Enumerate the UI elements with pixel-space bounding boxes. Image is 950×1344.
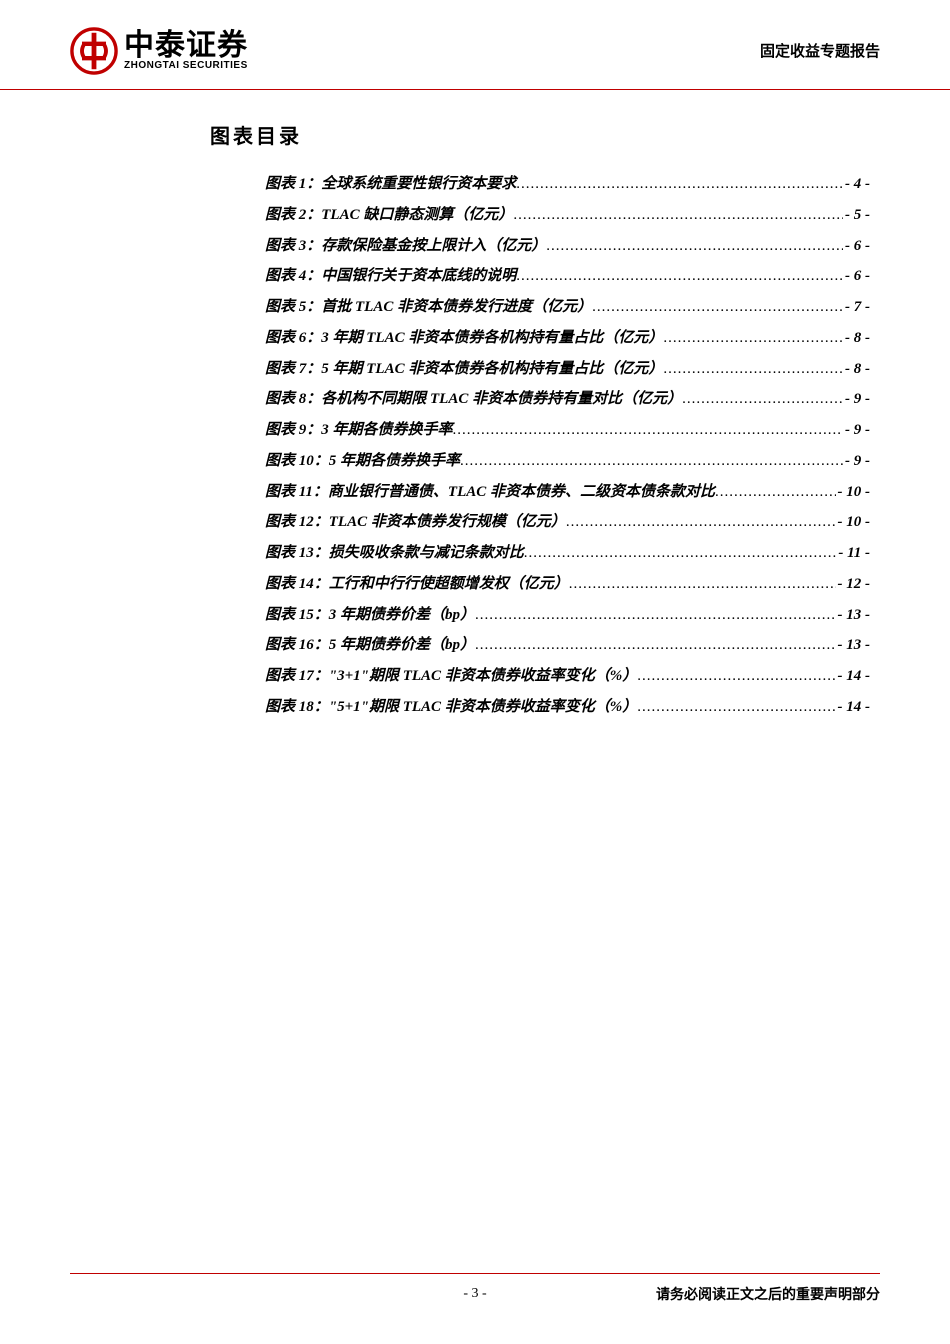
toc-leader-dots [516,261,843,292]
toc-leader-dots [566,507,836,538]
toc-entry-page: - 8 - [843,354,870,385]
toc-entry: 图表 16：5 年期债券价差（bp） - 13 - [265,630,870,661]
logo-block: 中泰证券 ZHONGTAI SECURITIES [70,27,248,75]
toc-leader-dots [524,538,837,569]
toc-entry: 图表 5：首批 TLAC 非资本债券发行进度（亿元） - 7 - [265,292,870,323]
toc-entry: 图表 15：3 年期债券价差（bp） - 13 - [265,600,870,631]
toc-leader-dots [637,692,835,723]
toc-entry-page: - 6 - [843,231,870,262]
toc-title: 图表目录 [210,120,870,149]
toc-leader-dots [715,477,835,508]
toc-entry-page: - 14 - [836,661,871,692]
toc-entry-page: - 5 - [843,200,870,231]
toc-leader-dots [592,292,843,323]
toc-entry: 图表 3：存款保险基金按上限计入（亿元） - 6 - [265,231,870,262]
toc-entry: 图表 13：损失吸收条款与减记条款对比 - 11 - [265,538,870,569]
toc-entry-label: 图表 14：工行和中行行使超额增发权（亿元） [265,569,569,600]
toc-entry-label: 图表 10：5 年期各债券换手率 [265,446,460,477]
toc-entry-label: 图表 18："5+1"期限 TLAC 非资本债券收益率变化（%） [265,692,637,723]
toc-entry-label: 图表 4：中国银行关于资本底线的说明 [265,261,516,292]
toc-entry-page: - 7 - [843,292,870,323]
toc-entry-label: 图表 7：5 年期 TLAC 非资本债券各机构持有量占比（亿元） [265,354,663,385]
toc-entry-page: - 10 - [836,477,871,508]
toc-leader-dots [663,323,843,354]
toc-leader-dots [460,446,843,477]
toc-leader-dots [637,661,835,692]
toc-entry-page: - 11 - [836,538,870,569]
footer-disclaimer: 请务必阅读正文之后的重要声明部分 [656,1284,880,1304]
toc-entry-page: - 9 - [843,446,870,477]
toc-entry: 图表 14：工行和中行行使超额增发权（亿元） - 12 - [265,569,870,600]
toc-leader-dots [546,231,843,262]
toc-entry-label: 图表 6：3 年期 TLAC 非资本债券各机构持有量占比（亿元） [265,323,663,354]
toc-entry: 图表 17："3+1"期限 TLAC 非资本债券收益率变化（%） - 14 - [265,661,870,692]
toc-entry: 图表 7：5 年期 TLAC 非资本债券各机构持有量占比（亿元） - 8 - [265,354,870,385]
toc-entry: 图表 11：商业银行普通债、TLAC 非资本债券、二级资本债条款对比 - 10 - [265,477,870,508]
logo-text: 中泰证券 ZHONGTAI SECURITIES [124,31,248,71]
toc-entry-label: 图表 15：3 年期债券价差（bp） [265,600,475,631]
toc-entry-page: - 10 - [836,507,871,538]
toc-list: 图表 1：全球系统重要性银行资本要求- 4 -图表 2：TLAC 缺口静态测算（… [210,169,870,723]
toc-leader-dots [682,384,843,415]
logo-cn-text: 中泰证券 [124,31,248,61]
toc-entry-page: - 9 - [843,384,870,415]
page-number: - 3 - [463,1286,486,1302]
toc-leader-dots [516,169,843,200]
toc-entry: 图表 6：3 年期 TLAC 非资本债券各机构持有量占比（亿元） - 8 - [265,323,870,354]
toc-entry: 图表 1：全球系统重要性银行资本要求 - 4 - [265,169,870,200]
toc-entry-label: 图表 3：存款保险基金按上限计入（亿元） [265,231,546,262]
toc-entry-label: 图表 1：全球系统重要性银行资本要求 [265,169,516,200]
toc-leader-dots [663,354,843,385]
content-area: 图表目录 图表 1：全球系统重要性银行资本要求- 4 -图表 2：TLAC 缺口… [210,120,870,723]
toc-entry-page: - 12 - [836,569,871,600]
toc-entry: 图表 8：各机构不同期限 TLAC 非资本债券持有量对比（亿元） - 9 - [265,384,870,415]
toc-entry-label: 图表 12：TLAC 非资本债券发行规模（亿元） [265,507,566,538]
toc-entry: 图表 18："5+1"期限 TLAC 非资本债券收益率变化（%） - 14 - [265,692,870,723]
toc-entry-page: - 13 - [836,630,871,661]
toc-entry-label: 图表 8：各机构不同期限 TLAC 非资本债券持有量对比（亿元） [265,384,682,415]
toc-entry: 图表 2：TLAC 缺口静态测算（亿元） - 5 - [265,200,870,231]
toc-entry-label: 图表 9：3 年期各债券换手率 [265,415,453,446]
toc-entry: 图表 10：5 年期各债券换手率 - 9 - [265,446,870,477]
toc-leader-dots [475,630,835,661]
page-header: 中泰证券 ZHONGTAI SECURITIES 固定收益专题报告 [0,0,950,90]
toc-entry: 图表 4：中国银行关于资本底线的说明 - 6 - [265,261,870,292]
toc-entry-page: - 9 - [843,415,870,446]
page-footer: - 3 - 请务必阅读正文之后的重要声明部分 [70,1273,880,1304]
toc-entry-label: 图表 5：首批 TLAC 非资本债券发行进度（亿元） [265,292,592,323]
toc-entry-page: - 6 - [843,261,870,292]
logo-en-text: ZHONGTAI SECURITIES [124,61,248,71]
report-type-label: 固定收益专题报告 [760,40,880,61]
toc-entry-label: 图表 17："3+1"期限 TLAC 非资本债券收益率变化（%） [265,661,637,692]
toc-leader-dots [475,600,835,631]
toc-entry-label: 图表 2：TLAC 缺口静态测算（亿元） [265,200,513,231]
toc-leader-dots [513,200,843,231]
toc-leader-dots [569,569,836,600]
toc-entry: 图表 9：3 年期各债券换手率 - 9 - [265,415,870,446]
toc-entry-page: - 13 - [836,600,871,631]
toc-entry-label: 图表 11：商业银行普通债、TLAC 非资本债券、二级资本债条款对比 [265,477,715,508]
toc-entry: 图表 12：TLAC 非资本债券发行规模（亿元） - 10 - [265,507,870,538]
toc-entry-label: 图表 13：损失吸收条款与减记条款对比 [265,538,524,569]
toc-leader-dots [453,415,843,446]
toc-entry-page: - 14 - [836,692,871,723]
toc-entry-label: 图表 16：5 年期债券价差（bp） [265,630,475,661]
toc-entry-page: - 8 - [843,323,870,354]
company-logo-icon [70,27,118,75]
toc-entry-page: - 4 - [843,169,870,200]
